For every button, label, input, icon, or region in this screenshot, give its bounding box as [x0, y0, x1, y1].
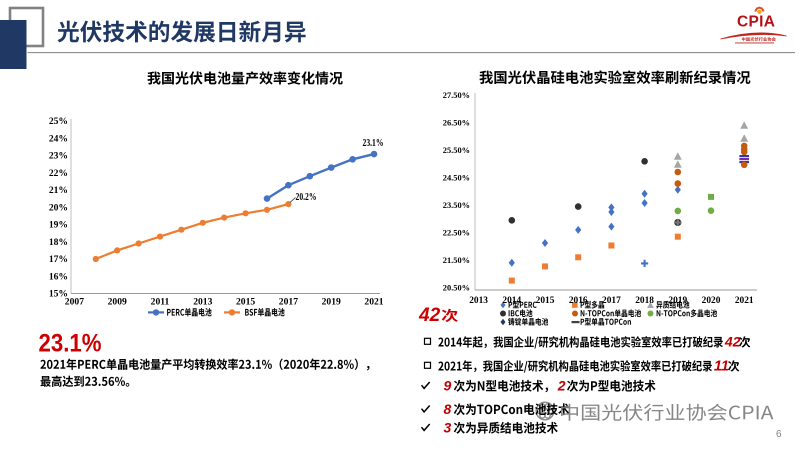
svg-text:9: 9 [444, 378, 452, 394]
svg-text:18%: 18% [49, 237, 68, 248]
svg-text:2017: 2017 [602, 296, 621, 306]
svg-text:6: 6 [776, 429, 782, 440]
svg-text:2019: 2019 [322, 297, 341, 308]
svg-text:24%: 24% [49, 133, 68, 144]
svg-text:2: 2 [557, 378, 566, 394]
svg-text:2015: 2015 [236, 297, 255, 308]
svg-text:21.50%: 21.50% [443, 256, 470, 265]
svg-text:2007: 2007 [65, 297, 84, 308]
svg-text:2020: 2020 [702, 296, 721, 306]
svg-text:24.50%: 24.50% [443, 174, 470, 183]
svg-text:25.50%: 25.50% [443, 146, 470, 155]
svg-text:20%: 20% [49, 202, 68, 213]
svg-text:2013: 2013 [469, 296, 488, 306]
svg-text:19%: 19% [49, 220, 68, 231]
svg-text:42: 42 [418, 305, 441, 326]
svg-text:42: 42 [724, 334, 741, 350]
svg-text:23.50%: 23.50% [443, 201, 470, 210]
svg-text:27.50%: 27.50% [443, 91, 470, 100]
svg-text:2016: 2016 [569, 296, 588, 306]
svg-text:11: 11 [714, 359, 729, 375]
svg-text:21%: 21% [49, 185, 68, 196]
svg-text:2018: 2018 [635, 296, 654, 306]
svg-text:23%: 23% [49, 151, 68, 162]
svg-text:2021: 2021 [364, 297, 383, 308]
svg-text:2017: 2017 [279, 297, 298, 308]
svg-text:16%: 16% [49, 271, 68, 282]
svg-text:20.50%: 20.50% [443, 283, 470, 292]
svg-text:23.1%: 23.1% [39, 330, 102, 358]
svg-text:2009: 2009 [108, 297, 127, 308]
svg-text:2013: 2013 [193, 297, 212, 308]
svg-text:2021: 2021 [735, 296, 754, 306]
svg-text:23.1%: 23.1% [363, 137, 384, 149]
svg-text:22%: 22% [49, 168, 68, 179]
svg-text:25%: 25% [49, 116, 68, 127]
svg-text:2011: 2011 [151, 297, 170, 308]
svg-text:2015: 2015 [536, 296, 555, 306]
svg-text:CPIA: CPIA [737, 14, 775, 31]
svg-text:22.50%: 22.50% [443, 228, 470, 237]
svg-text:8: 8 [444, 401, 452, 417]
svg-text:20.2%: 20.2% [296, 191, 317, 203]
svg-text:17%: 17% [49, 254, 68, 265]
svg-text:3: 3 [444, 420, 452, 436]
svg-text:26.50%: 26.50% [443, 119, 470, 128]
